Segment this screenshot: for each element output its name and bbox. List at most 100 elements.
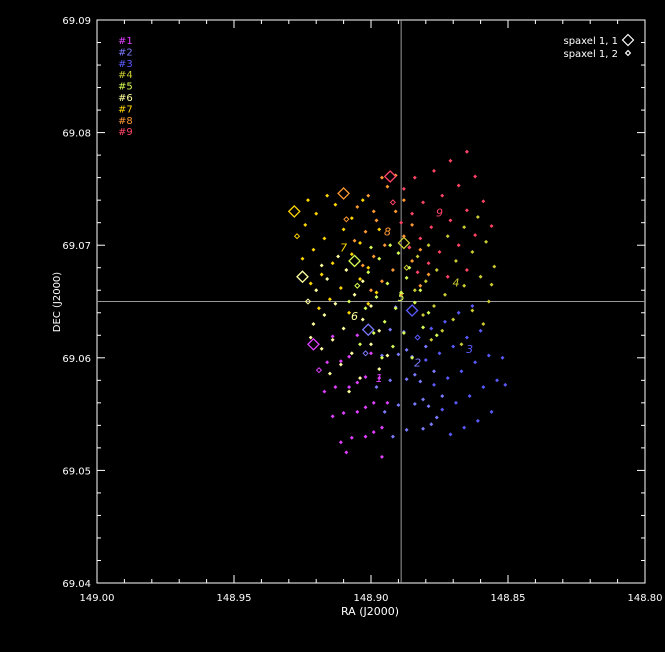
data-point bbox=[429, 225, 434, 230]
marker-legend-label: spaxel 1, 1 bbox=[564, 36, 619, 47]
data-point bbox=[306, 198, 310, 203]
data-point bbox=[432, 382, 436, 387]
data-point bbox=[319, 263, 324, 268]
data-point bbox=[473, 360, 478, 365]
data-point bbox=[412, 175, 417, 180]
data-point bbox=[434, 415, 439, 420]
data-point bbox=[412, 402, 417, 406]
data-point bbox=[401, 186, 406, 191]
x-tick-label: 149.00 bbox=[80, 593, 115, 604]
data-point bbox=[347, 389, 352, 394]
data-point bbox=[475, 418, 480, 423]
data-point bbox=[451, 317, 456, 322]
data-point bbox=[316, 306, 321, 311]
data-point bbox=[412, 288, 417, 293]
data-point bbox=[371, 254, 376, 259]
data-point bbox=[500, 355, 505, 360]
data-point bbox=[369, 245, 373, 250]
data-point bbox=[330, 261, 335, 266]
axes: 149.00 148.95 148.90 148.85 148.80 69.04 69.05… bbox=[62, 16, 662, 604]
spaxel-1-2-marker bbox=[293, 233, 301, 240]
data-point bbox=[358, 277, 363, 281]
data-point bbox=[445, 274, 450, 279]
data-point bbox=[308, 281, 313, 286]
data-point bbox=[347, 385, 352, 390]
data-point bbox=[344, 450, 349, 455]
data-point bbox=[360, 198, 365, 203]
data-point bbox=[410, 222, 415, 227]
data-point bbox=[453, 258, 458, 263]
data-point bbox=[379, 355, 384, 360]
data-point bbox=[421, 426, 426, 431]
data-point bbox=[325, 360, 330, 365]
data-point bbox=[390, 434, 395, 439]
data-point bbox=[489, 224, 494, 229]
data-point bbox=[462, 425, 467, 430]
pointing-label: 7 bbox=[340, 241, 347, 254]
data-point bbox=[445, 234, 450, 239]
data-point bbox=[410, 211, 415, 216]
data-point bbox=[377, 328, 382, 333]
data-point bbox=[426, 404, 431, 409]
data-point bbox=[437, 351, 442, 356]
pointing-labels: 1 2 3 4 5 6 7 8 9 bbox=[340, 207, 473, 386]
pointing-label: 3 bbox=[466, 343, 473, 356]
data-point bbox=[489, 409, 494, 414]
data-point bbox=[495, 378, 500, 383]
spaxel-1-2-marker bbox=[389, 199, 397, 206]
spaxel-1-2-marker bbox=[343, 216, 350, 223]
data-point bbox=[390, 344, 395, 349]
data-point bbox=[311, 247, 316, 252]
data-point bbox=[404, 377, 409, 382]
data-point bbox=[385, 184, 390, 189]
data-point bbox=[349, 252, 354, 257]
data-point bbox=[341, 326, 346, 331]
legend-entry: #3 bbox=[118, 59, 133, 70]
data-point bbox=[388, 378, 393, 383]
spaxel-1-2-marker bbox=[414, 334, 421, 341]
y-axis-label: DEC (J2000) bbox=[52, 272, 63, 332]
pointing-label: 4 bbox=[452, 276, 459, 289]
spaxel-1-2-marker bbox=[354, 282, 361, 289]
x-tick-label: 148.95 bbox=[217, 593, 252, 604]
x-axis-label: RA (J2000) bbox=[341, 605, 399, 618]
marker-legend: spaxel 1, 1 spaxel 1, 2 bbox=[564, 33, 635, 60]
legend-entry: #4 bbox=[118, 70, 133, 81]
data-point bbox=[404, 347, 409, 352]
data-point bbox=[440, 394, 445, 399]
data-point bbox=[473, 174, 478, 179]
data-point bbox=[338, 359, 343, 364]
legend-entry: #7 bbox=[118, 104, 133, 115]
data-point bbox=[382, 409, 387, 414]
data-point bbox=[396, 251, 401, 256]
legend-entry: #1 bbox=[118, 36, 133, 47]
data-point bbox=[443, 319, 447, 324]
data-point bbox=[379, 175, 384, 180]
data-point bbox=[344, 268, 349, 272]
data-point bbox=[314, 211, 319, 216]
data-point bbox=[382, 243, 387, 248]
data-point bbox=[464, 149, 469, 154]
data-point bbox=[418, 288, 423, 293]
pointing-label: 9 bbox=[436, 207, 443, 220]
data-point bbox=[360, 317, 365, 322]
data-point bbox=[322, 236, 327, 241]
data-point bbox=[415, 270, 420, 275]
data-point bbox=[377, 256, 382, 261]
data-point bbox=[429, 326, 434, 331]
data-point bbox=[410, 258, 415, 263]
data-point bbox=[445, 376, 450, 381]
data-point bbox=[355, 204, 360, 209]
spaxel-1-1-marker bbox=[307, 337, 320, 351]
data-point bbox=[464, 208, 469, 213]
data-point bbox=[464, 335, 469, 340]
data-point bbox=[352, 238, 357, 243]
data-point bbox=[355, 380, 360, 385]
data-point bbox=[440, 193, 445, 198]
data-point bbox=[437, 249, 442, 254]
data-point bbox=[393, 306, 398, 311]
data-point bbox=[374, 295, 379, 299]
data-point bbox=[374, 290, 379, 295]
data-point bbox=[423, 344, 428, 349]
